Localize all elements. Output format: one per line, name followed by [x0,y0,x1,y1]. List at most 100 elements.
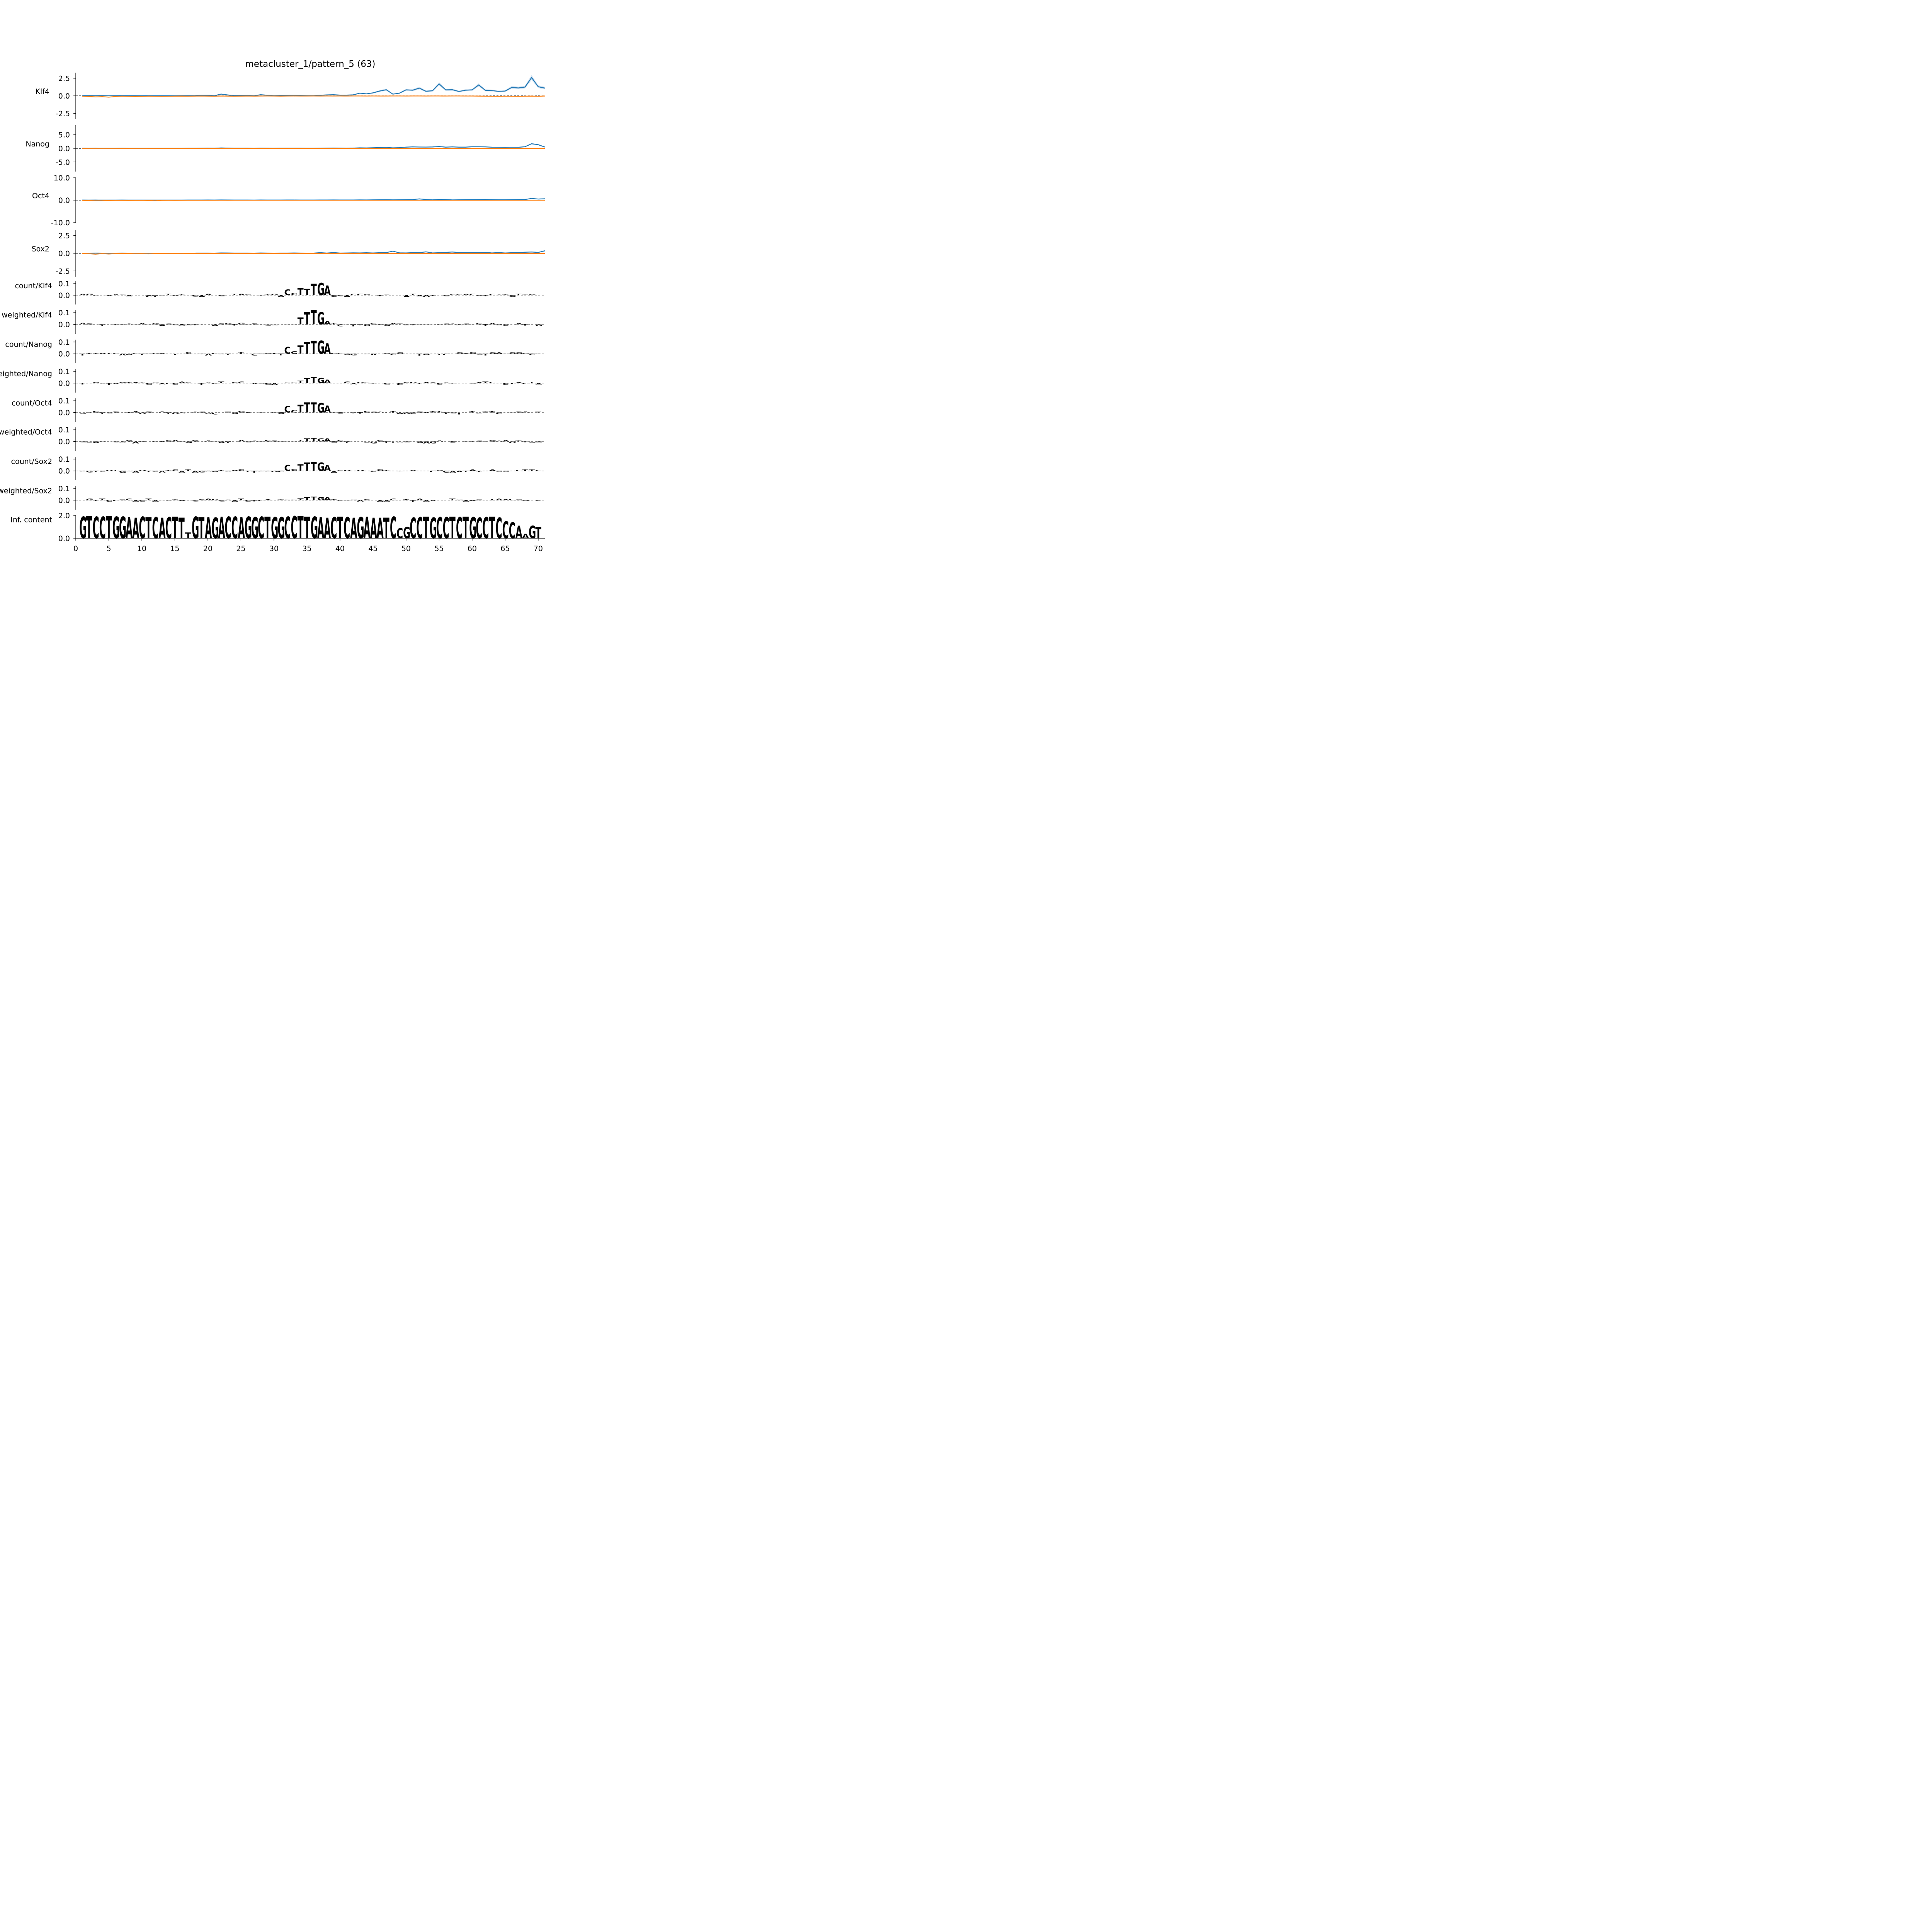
logo-letter: G [330,441,338,443]
x-tick-label: 70 [534,544,543,553]
logo-letter: C [383,294,390,295]
logo-letter: C [277,471,284,473]
logo-letter: G [258,441,265,442]
y-tick-label: 0.0 [58,497,70,505]
logo-letter: G [522,500,529,501]
logo-letter: A [416,498,423,500]
logo-letter: A [377,324,384,325]
logo-letter: C [192,295,198,297]
ci-band [82,75,545,96]
logo-letter: A [515,323,522,325]
logo-letter: C [330,295,337,298]
logo-letter: A [489,323,496,325]
logo-letter: G [529,523,536,543]
logo-letter: C [476,412,482,413]
logo-letter: C [185,352,192,354]
logo-letter: T [79,354,85,356]
logo-letter: A [238,293,245,296]
x-tick-label: 35 [302,544,311,553]
logo-letter: T [522,294,529,295]
logo-letter: G [264,383,272,385]
logo-letter: G [377,469,384,471]
logo-letter: T [344,441,350,443]
logo-letter: C [126,498,132,501]
logo-letter: A [496,440,503,442]
logo-letter: T [271,353,277,354]
logo-letter: A [264,499,271,501]
logo-letter: T [185,531,191,540]
logo-letter: A [370,512,377,545]
logo-letter: G [436,470,444,471]
logo-letter: A [350,512,357,545]
logo-letter: G [245,511,252,546]
logo-letter: A [423,500,430,502]
logo-letter: G [317,309,325,329]
logo-letter: A [416,295,423,297]
logo-letter: C [172,383,179,385]
logo-letter: T [99,412,105,415]
logo-letter: T [311,400,317,416]
logo-letter: G [344,469,351,471]
panel-ylabel: Inf. content [10,516,52,524]
logo-letter: T [238,498,245,501]
logo-letter: G [357,512,364,545]
logo-letter: A [132,441,139,444]
logo-letter: T [304,309,310,329]
logo-letter: C [403,382,410,384]
x-tick-label: 25 [236,544,245,553]
logo-letter: G [198,412,206,413]
logo-letter: C [238,381,245,383]
logo-letter: A [185,324,192,326]
logo-letter: C [112,441,119,442]
logo-letter: G [469,352,476,354]
logo-letter: A [205,412,212,414]
logo-letter: G [185,412,192,413]
logo-letter: T [192,324,198,326]
logo-letter: T [489,411,496,413]
logo-letter: T [535,524,541,542]
logo-letter: A [436,440,443,442]
logo-letter: C [364,441,370,443]
logo-letter: G [264,324,272,326]
logo-letter: A [463,500,469,502]
logo-letter: A [205,471,212,472]
logo-letter: A [132,512,139,545]
y-tick-label: 0.1 [58,455,70,464]
logo-letter: T [456,412,462,415]
logo-letter: C [271,412,277,413]
logo-letter: G [139,441,146,442]
logo-letter: G [430,324,437,325]
logo-letter: C [456,512,463,545]
panel-ylabel: count/Sox2 [11,457,52,466]
logo-letter: A [132,411,139,413]
y-tick-label: 0.1 [58,485,70,493]
logo-letter: G [535,324,543,327]
logo-letter: C [337,353,344,354]
logo-letter: G [106,412,113,413]
logo-letter: G [172,412,179,415]
logo-letter: C [152,512,159,545]
logo-letter: A [159,353,166,354]
y-tick-label: -10.0 [51,219,70,227]
logo-letter: G [317,438,325,442]
logo-letter: T [396,324,403,325]
logo-letter: G [403,524,410,542]
logo-letter: G [430,512,437,545]
logo-letter: A [86,412,93,413]
logo-letter: T [350,324,356,327]
logo-letter: T [152,295,158,298]
logo-letter: C [139,511,145,546]
logo-letter: A [211,324,218,327]
logo-letter: T [416,383,423,384]
logo-letter: G [119,471,126,474]
logo-letter: A [277,295,285,298]
logo-letter: G [529,441,536,443]
logo-letter: A [535,383,542,385]
logo-letter: T [264,511,270,546]
logo-letter: A [324,282,331,298]
logo-letter: T [106,510,112,546]
logo-letter: G [396,352,404,354]
logo-letter: A [159,471,166,473]
logo-letter: G [192,500,199,502]
logo-letter: C [112,352,119,354]
